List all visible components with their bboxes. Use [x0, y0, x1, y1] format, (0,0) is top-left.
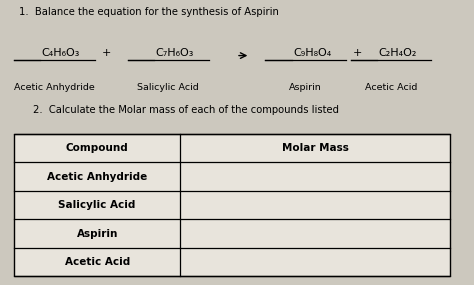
Text: Compound: Compound: [66, 143, 128, 153]
Text: Acetic Acid: Acetic Acid: [64, 257, 130, 267]
Text: +: +: [353, 48, 363, 58]
Text: C₄H₆O₃: C₄H₆O₃: [42, 48, 80, 58]
Text: Acetic Anhydride: Acetic Anhydride: [47, 172, 147, 182]
Text: C₂H₄O₂: C₂H₄O₂: [378, 48, 417, 58]
Text: 1.  Balance the equation for the synthesis of Aspirin: 1. Balance the equation for the synthesi…: [19, 7, 279, 17]
Text: +: +: [102, 48, 111, 58]
Text: 2.  Calculate the Molar mass of each of the compounds listed: 2. Calculate the Molar mass of each of t…: [33, 105, 339, 115]
Text: Aspirin: Aspirin: [289, 83, 322, 92]
Text: C₉H₈O₄: C₉H₈O₄: [293, 48, 331, 58]
Text: Molar Mass: Molar Mass: [282, 143, 349, 153]
Text: Aspirin: Aspirin: [76, 229, 118, 239]
Text: Salicylic Acid: Salicylic Acid: [58, 200, 136, 210]
Text: Acetic Acid: Acetic Acid: [365, 83, 417, 92]
Bar: [14, 134, 450, 276]
Text: Acetic Anhydride: Acetic Anhydride: [14, 83, 95, 92]
Text: C₇H₆O₃: C₇H₆O₃: [155, 48, 194, 58]
Text: Salicylic Acid: Salicylic Acid: [137, 83, 199, 92]
